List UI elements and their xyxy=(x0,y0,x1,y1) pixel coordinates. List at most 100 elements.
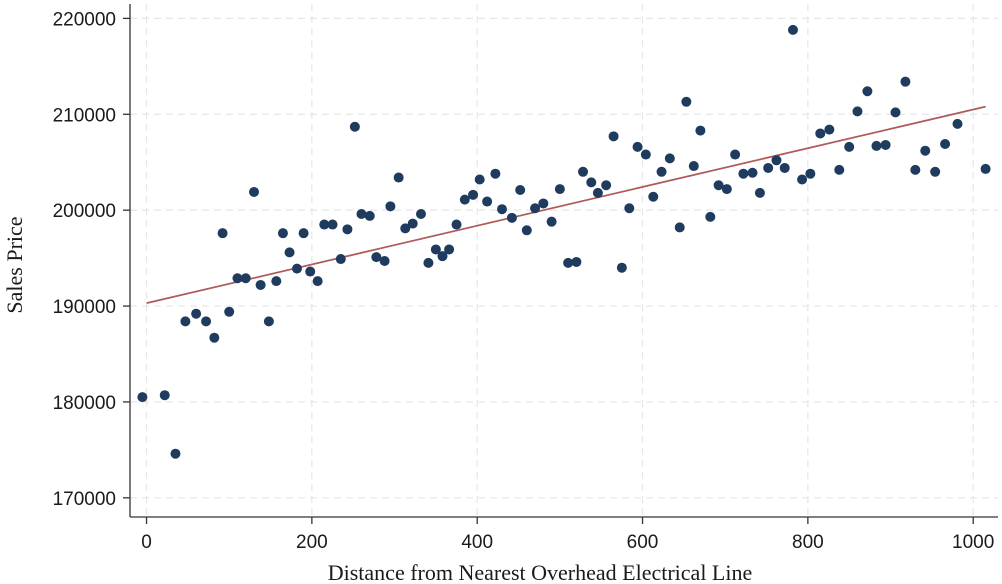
data-point xyxy=(298,228,309,239)
data-point xyxy=(423,257,434,268)
data-point xyxy=(952,118,963,129)
data-point xyxy=(271,276,282,287)
data-point xyxy=(232,273,243,284)
data-point xyxy=(521,225,532,236)
data-point xyxy=(563,257,574,268)
fit-line-layer xyxy=(146,105,986,305)
data-point xyxy=(393,172,404,183)
data-point xyxy=(319,219,330,230)
data-point xyxy=(444,244,455,255)
axes xyxy=(123,4,998,524)
data-point xyxy=(862,86,873,97)
data-point xyxy=(910,164,921,175)
x-tick-label: 1000 xyxy=(952,532,994,553)
y-tick-label: 190000 xyxy=(53,297,116,318)
data-point xyxy=(407,218,418,229)
data-point xyxy=(497,204,507,215)
data-point xyxy=(255,279,266,290)
gridlines xyxy=(130,4,998,517)
data-point xyxy=(763,162,774,173)
data-point xyxy=(554,184,565,195)
data-point xyxy=(771,155,782,166)
tick-labels: 170000 180000 190000 200000 210000 220000 0 200… xyxy=(53,9,995,553)
data-point xyxy=(437,251,448,262)
data-point xyxy=(459,194,470,205)
data-point xyxy=(482,196,493,207)
data-point xyxy=(400,223,411,234)
data-point xyxy=(616,262,627,273)
x-tick-label: 200 xyxy=(296,532,328,553)
data-point xyxy=(468,189,479,200)
x-tick-label: 600 xyxy=(627,532,659,553)
data-point xyxy=(797,174,808,185)
data-point xyxy=(787,24,798,35)
data-point xyxy=(277,228,288,239)
data-point xyxy=(721,184,732,195)
fit-line xyxy=(146,105,986,305)
data-point xyxy=(305,266,316,277)
data-point xyxy=(656,166,667,177)
data-point xyxy=(385,201,396,212)
data-point xyxy=(530,203,541,214)
data-point xyxy=(624,203,635,214)
y-tick-label: 170000 xyxy=(53,489,116,510)
data-point xyxy=(379,255,390,266)
data-point xyxy=(824,124,835,135)
data-point xyxy=(852,106,863,117)
data-point xyxy=(284,247,295,258)
data-point xyxy=(170,448,181,459)
data-point xyxy=(490,168,501,179)
data-point xyxy=(137,392,148,403)
y-axis-title: Sales Price xyxy=(2,216,27,313)
data-point xyxy=(608,131,619,142)
data-point xyxy=(900,76,911,87)
data-point xyxy=(688,161,699,172)
data-point xyxy=(681,96,692,107)
data-point xyxy=(371,252,382,263)
data-point xyxy=(930,166,941,177)
data-point xyxy=(209,332,220,343)
data-point xyxy=(747,167,758,178)
data-point xyxy=(754,187,765,198)
data-point xyxy=(201,316,212,327)
data-point xyxy=(980,163,991,174)
data-point xyxy=(217,228,228,239)
data-point xyxy=(648,191,659,202)
data-point xyxy=(291,263,302,274)
y-tick-label: 220000 xyxy=(53,9,116,30)
data-point xyxy=(335,254,346,265)
data-point xyxy=(249,186,259,197)
x-tick-label: 0 xyxy=(141,532,152,553)
data-point xyxy=(805,168,816,179)
data-point xyxy=(632,141,643,152)
data-point xyxy=(779,162,790,173)
data-point xyxy=(356,208,367,219)
data-point xyxy=(240,273,251,284)
data-point xyxy=(506,212,517,223)
data-point xyxy=(871,140,882,151)
data-point xyxy=(578,166,589,177)
data-point xyxy=(695,125,706,136)
data-point xyxy=(263,316,274,327)
x-axis-title: Distance from Nearest Overhead Electrica… xyxy=(328,560,753,584)
data-point xyxy=(890,107,901,118)
data-point xyxy=(601,180,612,191)
x-tick-label: 400 xyxy=(461,532,493,553)
data-point xyxy=(713,180,724,191)
data-point xyxy=(349,121,360,132)
data-point xyxy=(571,256,582,267)
data-point xyxy=(312,276,323,287)
y-tick-label: 210000 xyxy=(53,105,116,126)
data-point xyxy=(834,164,845,175)
data-point xyxy=(430,244,441,255)
data-point xyxy=(592,187,603,198)
data-point xyxy=(224,306,235,317)
data-point xyxy=(191,308,202,319)
data-point xyxy=(815,128,826,139)
data-point xyxy=(940,138,951,149)
data-point xyxy=(640,149,651,160)
data-point xyxy=(515,185,526,196)
data-point xyxy=(415,208,426,219)
data-point xyxy=(730,149,741,160)
y-tick-label: 200000 xyxy=(53,201,116,222)
